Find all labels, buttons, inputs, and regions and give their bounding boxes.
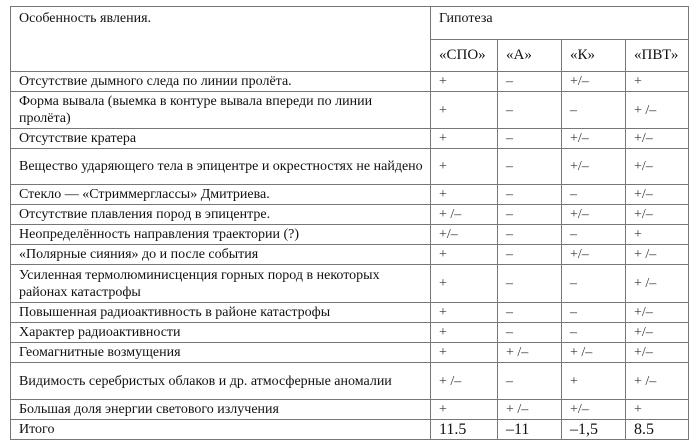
value-cell: + <box>430 302 498 323</box>
table-row: Отсутствие дымного следа по линии пролёт… <box>10 71 690 92</box>
table-row: Неопределённость направления траектории … <box>10 224 690 245</box>
value-cell: + <box>430 91 498 129</box>
value-cell: – <box>497 244 562 265</box>
value-cell: +/– <box>561 204 626 225</box>
value-cell: +/– <box>624 342 690 363</box>
feature-cell: Отсутствие дымного следа по линии пролёт… <box>10 71 431 92</box>
value-cell: +/– <box>624 302 690 323</box>
table-row: Геомагнитные возмущения + + /– + /– +/– <box>10 342 690 363</box>
value-cell: + <box>430 342 498 363</box>
value-cell: +/– <box>561 399 626 420</box>
value-cell: + <box>430 148 498 185</box>
value-cell: + <box>624 399 690 420</box>
value-cell: + <box>430 264 498 303</box>
value-cell: – <box>497 148 562 185</box>
value-cell: + /– <box>624 91 690 129</box>
feature-cell: Форма вывала (выемка в контуре вывала вп… <box>10 91 431 129</box>
value-cell: + /– <box>624 244 690 265</box>
value-cell: – <box>561 302 626 323</box>
value-cell: +/– <box>561 128 626 149</box>
value-cell: +/– <box>624 128 690 149</box>
header-col-k: «К» <box>561 39 626 72</box>
value-cell: – <box>497 302 562 323</box>
feature-cell: «Полярные сияния» до и после события <box>10 244 431 265</box>
table-row: Повышенная радиоактивность в районе ката… <box>10 302 690 323</box>
value-cell: – <box>497 128 562 149</box>
value-cell: +/– <box>624 148 690 185</box>
header-col-a: «А» <box>497 39 562 72</box>
table-row: Итого 11.5 –11 –1,5 8.5 <box>10 419 690 440</box>
header-feature: Особенность явления. <box>10 6 431 72</box>
value-cell: – <box>561 322 626 343</box>
value-cell: – <box>561 91 626 129</box>
feature-cell: Неопределённость направления траектории … <box>10 224 431 245</box>
table-row: Вещество ударяющего тела в эпицентре и о… <box>10 148 690 185</box>
feature-cell: Геомагнитные возмущения <box>10 342 431 363</box>
value-cell: + /– <box>430 204 498 225</box>
feature-cell: Повышенная радиоактивность в районе ката… <box>10 302 431 323</box>
value-cell: + /– <box>430 362 498 400</box>
feature-cell: Большая доля энергии светового излучения <box>10 399 431 420</box>
value-cell: +/– <box>561 148 626 185</box>
value-cell: + <box>624 224 690 245</box>
value-cell: + /– <box>624 264 690 303</box>
value-cell: – <box>497 322 562 343</box>
table-row: Усиленная термолюминисценция горных поро… <box>10 264 690 303</box>
header-hypothesis: Гипотеза <box>429 6 690 40</box>
value-cell: –11 <box>497 419 562 440</box>
value-cell: 11.5 <box>430 419 498 440</box>
value-cell: + /– <box>497 399 562 420</box>
value-cell: –1,5 <box>561 419 626 440</box>
feature-cell: Итого <box>10 419 431 440</box>
value-cell: + <box>430 322 498 343</box>
value-cell: + /– <box>497 342 562 363</box>
feature-cell: Стекло — «Стриммерглассы» Дмитриева. <box>10 184 431 205</box>
value-cell: + <box>430 244 498 265</box>
value-cell: +/– <box>624 322 690 343</box>
feature-cell: Видимость серебристых облаков и др. атмо… <box>10 362 431 400</box>
value-cell: + /– <box>624 362 690 400</box>
value-cell: + <box>430 128 498 149</box>
table-row: Отсутствие кратера + – +/– +/– <box>10 128 690 149</box>
value-cell: + <box>561 362 626 400</box>
value-cell: +/– <box>624 184 690 205</box>
value-cell: – <box>497 362 562 400</box>
table-row: Стекло — «Стриммерглассы» Дмитриева. + – – +… <box>10 184 690 205</box>
value-cell: +/– <box>624 204 690 225</box>
value-cell: – <box>497 224 562 245</box>
feature-cell: Усиленная термолюминисценция горных поро… <box>10 264 431 303</box>
table-row: Характер радиоактивности + – – +/– <box>10 322 690 343</box>
value-cell: – <box>497 71 562 92</box>
value-cell: + <box>430 71 498 92</box>
value-cell: – <box>497 91 562 129</box>
table-row: Форма вывала (выемка в контуре вывала вп… <box>10 91 690 129</box>
value-cell: 8.5 <box>624 419 690 440</box>
value-cell: + <box>430 399 498 420</box>
value-cell: + <box>624 71 690 92</box>
value-cell: – <box>497 264 562 303</box>
value-cell: +/– <box>561 71 626 92</box>
feature-cell: Отсутствие кратера <box>10 128 431 149</box>
table-row: Отсутствие плавления пород в эпицентре. +… <box>10 204 690 225</box>
value-cell: +/– <box>561 244 626 265</box>
table-row: Большая доля энергии светового излучения… <box>10 399 690 420</box>
table-row: Видимость серебристых облаков и др. атмо… <box>10 362 690 400</box>
hypothesis-table: Особенность явления. Гипотеза «СПО» «А» … <box>10 6 690 440</box>
table-row: «Полярные сияния» до и после события + – +/… <box>10 244 690 265</box>
value-cell: – <box>561 184 626 205</box>
value-cell: – <box>497 204 562 225</box>
value-cell: +/– <box>430 224 498 245</box>
header-col-spo: «СПО» <box>430 39 498 72</box>
value-cell: + <box>430 184 498 205</box>
value-cell: – <box>561 224 626 245</box>
header-col-pvt: «ПВТ» <box>624 39 690 72</box>
feature-cell: Характер радиоактивности <box>10 322 431 343</box>
value-cell: – <box>497 184 562 205</box>
feature-cell: Вещество ударяющего тела в эпицентре и о… <box>10 148 431 185</box>
value-cell: – <box>561 264 626 303</box>
value-cell: + /– <box>561 342 626 363</box>
feature-cell: Отсутствие плавления пород в эпицентре. <box>10 204 431 225</box>
